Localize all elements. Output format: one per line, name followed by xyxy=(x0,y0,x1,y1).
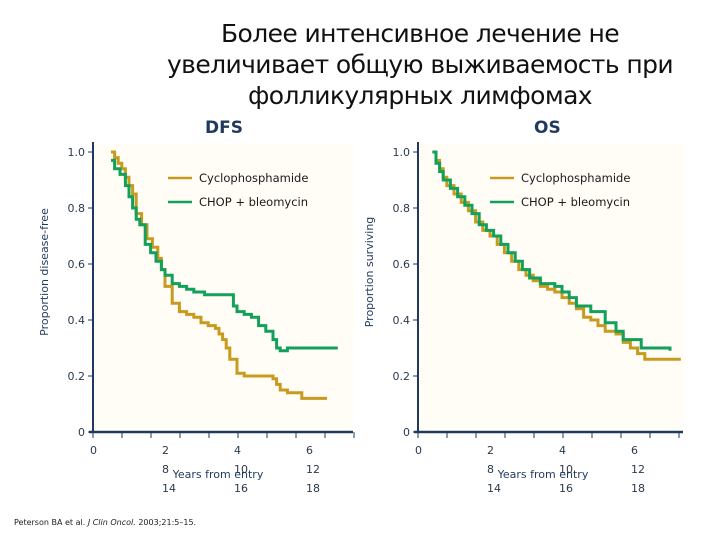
os-y-axis-title: Proportion surviving xyxy=(363,217,376,328)
title-line-3: фолликулярных лимфомах xyxy=(247,81,593,110)
dfs-y-tick-label: 0.6 xyxy=(68,258,86,271)
citation-authors: Peterson BA et al. xyxy=(14,518,86,527)
os-x-tick-label: 18 xyxy=(631,482,645,495)
citation-journal: J Clin Oncol. xyxy=(87,518,136,527)
dfs-chart: 0 0.2 0.4 0.6 0.8 1.0 0 2 4 6 8 10 12 14 16 18 Years fro… xyxy=(38,142,355,495)
dfs-legend: Cyclophosphamide CHOP + bleomycin xyxy=(168,171,308,209)
dfs-x-tick-label: 8 xyxy=(162,463,169,476)
dfs-x-tick-label: 14 xyxy=(162,482,176,495)
os-y-tick-label: 1.0 xyxy=(393,146,411,159)
os-x-tick-label: 4 xyxy=(559,444,566,457)
dfs-x-tick-label: 6 xyxy=(306,444,313,457)
os-x-tick-label: 14 xyxy=(487,482,501,495)
dfs-series-chop-bleomycin xyxy=(111,158,338,353)
os-y-tick-label: 0.6 xyxy=(393,258,411,271)
dfs-x-tick-label: 0 xyxy=(90,444,97,457)
dfs-y-tick-label: 0.2 xyxy=(68,370,86,383)
dfs-y-tick-label: 0 xyxy=(78,426,85,439)
dfs-y-tick-label: 0.4 xyxy=(68,314,86,327)
dfs-x-tick-label: 2 xyxy=(162,444,169,457)
dfs-x-tick-label: 16 xyxy=(234,482,248,495)
os-x-tick-label: 10 xyxy=(559,463,573,476)
os-y-tick-label: 0.4 xyxy=(393,314,411,327)
os-x-tick-label: 16 xyxy=(559,482,573,495)
dfs-y-axis-title: Proportion disease-free xyxy=(38,208,51,336)
os-y-tick-label: 0 xyxy=(403,426,410,439)
dfs-x-tick-label: 10 xyxy=(234,463,248,476)
os-legend-label: CHOP + bleomycin xyxy=(521,195,630,209)
os-plot-area xyxy=(419,144,684,430)
os-x-axis-title: Years from entry xyxy=(497,468,589,481)
citation-details: 2003;21:5–15. xyxy=(138,518,197,527)
os-x-tick-label: 0 xyxy=(415,444,422,457)
os-y-tick-label: 0.8 xyxy=(393,202,411,215)
os-x-tick-label: 8 xyxy=(487,463,494,476)
os-x-tick-label: 12 xyxy=(631,463,645,476)
dfs-plot-area xyxy=(94,144,354,430)
title-line-2: увеличивает общую выживаемость при xyxy=(166,50,674,79)
dfs-x-axis-title: Years from entry xyxy=(172,468,264,481)
os-x-tick-label: 6 xyxy=(631,444,638,457)
os-chart: 0 0.2 0.4 0.6 0.8 1.0 0 2 4 6 8 10 12 14 16 18 Years fro… xyxy=(363,142,684,495)
dfs-legend-label: CHOP + bleomycin xyxy=(199,195,308,209)
citation: Peterson BA et al. J Clin Oncol. 2003;21… xyxy=(14,518,196,527)
os-legend-label: Cyclophosphamide xyxy=(521,171,630,185)
dfs-x-tick-label: 18 xyxy=(306,482,320,495)
slide-title: Более интенсивное лечение не увеличивает… xyxy=(120,18,720,111)
os-panel-title: OS xyxy=(534,118,561,138)
os-series-chop-bleomycin xyxy=(432,150,672,351)
dfs-y-tick-label: 0.8 xyxy=(68,202,86,215)
os-x-tick-label: 2 xyxy=(487,444,494,457)
dfs-y-tick-label: 1.0 xyxy=(68,146,86,159)
dfs-series-cyclophosphamide xyxy=(111,150,327,400)
dfs-legend-label: Cyclophosphamide xyxy=(199,171,308,185)
dfs-panel-title: DFS xyxy=(205,118,243,138)
os-y-tick-label: 0.2 xyxy=(393,370,411,383)
title-line-1: Более интенсивное лечение не xyxy=(220,19,620,48)
dfs-x-tick-label: 4 xyxy=(234,444,241,457)
dfs-x-tick-label: 12 xyxy=(306,463,320,476)
os-legend: Cyclophosphamide CHOP + bleomycin xyxy=(490,171,630,209)
